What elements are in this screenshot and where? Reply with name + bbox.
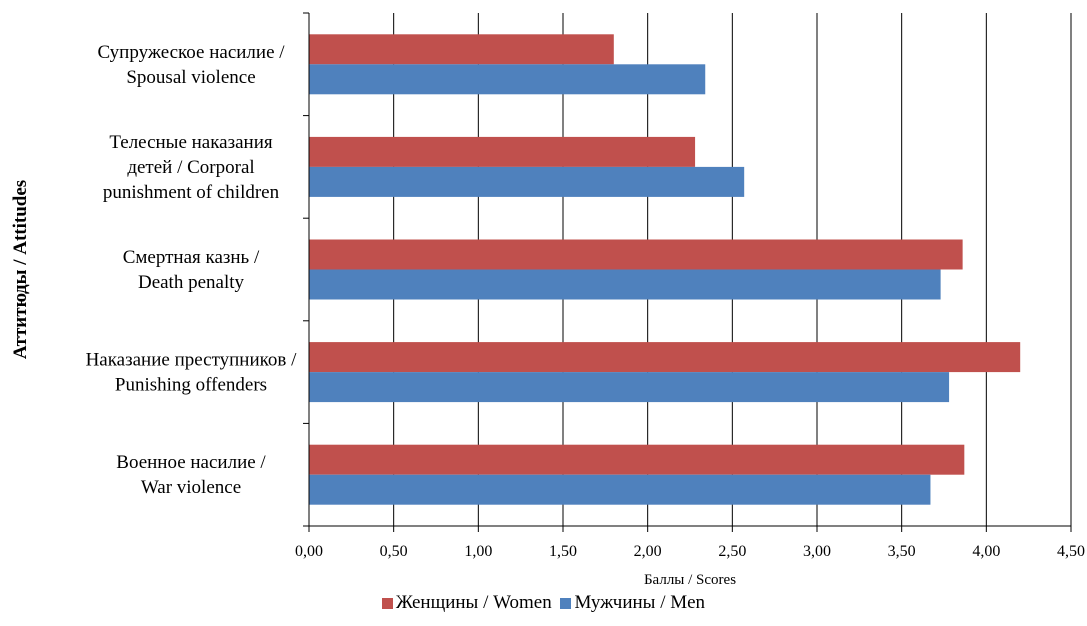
legend-item-men: Мужчины / Men bbox=[560, 592, 705, 614]
x-tick-label: 2,50 bbox=[718, 543, 746, 560]
legend-item-women: Женщины / Women bbox=[381, 592, 552, 614]
category-label: Punishing offenders bbox=[115, 375, 267, 396]
category-label: Spousal violence bbox=[126, 67, 255, 88]
chart-svg: 0,00 0,50 1,00 1,50 2,00 2,50 3,00 3,50 4,00 4,50… bbox=[10, 12, 1085, 588]
category-label: punishment of children bbox=[103, 182, 280, 203]
y-axis-title: Аттитюды / Attitudes bbox=[10, 180, 31, 359]
legend-label-women: Женщины / Women bbox=[395, 592, 552, 613]
bar-women bbox=[309, 342, 1021, 373]
x-tick-label: 1,00 bbox=[464, 543, 492, 560]
x-tick-label: 3,50 bbox=[888, 543, 916, 560]
x-tick-label: 0,50 bbox=[380, 543, 408, 560]
category-label: Супружеское насилие / bbox=[97, 42, 285, 63]
x-tick-label: 3,00 bbox=[803, 543, 831, 560]
category-label: Телесные наказания bbox=[109, 132, 273, 153]
x-tick-label: 1,50 bbox=[549, 543, 577, 560]
bar-men bbox=[309, 372, 950, 403]
legend-swatch-women bbox=[381, 597, 393, 609]
bar-men bbox=[309, 269, 941, 300]
x-tick-label: 2,00 bbox=[634, 543, 662, 560]
bar-women bbox=[309, 34, 614, 65]
category-label: Военное насилие / bbox=[116, 452, 266, 473]
x-tick-label: 4,50 bbox=[1057, 543, 1085, 560]
legend: Женщины / Women Мужчины / Men bbox=[0, 592, 1087, 615]
category-label: Смертная казнь / bbox=[123, 247, 260, 268]
bar-men bbox=[309, 474, 931, 505]
bar-women bbox=[309, 239, 963, 270]
x-tick-label: 4,00 bbox=[972, 543, 1000, 560]
category-label: Death penalty bbox=[138, 272, 245, 293]
x-axis-title: Баллы / Scores bbox=[644, 572, 736, 588]
category-label: War violence bbox=[141, 477, 241, 498]
bar-men bbox=[309, 166, 745, 197]
legend-label-men: Мужчины / Men bbox=[574, 592, 706, 613]
legend-swatch-men bbox=[560, 597, 572, 609]
bar-men bbox=[309, 64, 706, 95]
category-label: детей / Corporal bbox=[127, 157, 254, 178]
bar-women bbox=[309, 444, 965, 475]
category-label: Наказание преступников / bbox=[86, 350, 298, 371]
bar-women bbox=[309, 136, 696, 167]
x-tick-label: 0,00 bbox=[295, 543, 323, 560]
